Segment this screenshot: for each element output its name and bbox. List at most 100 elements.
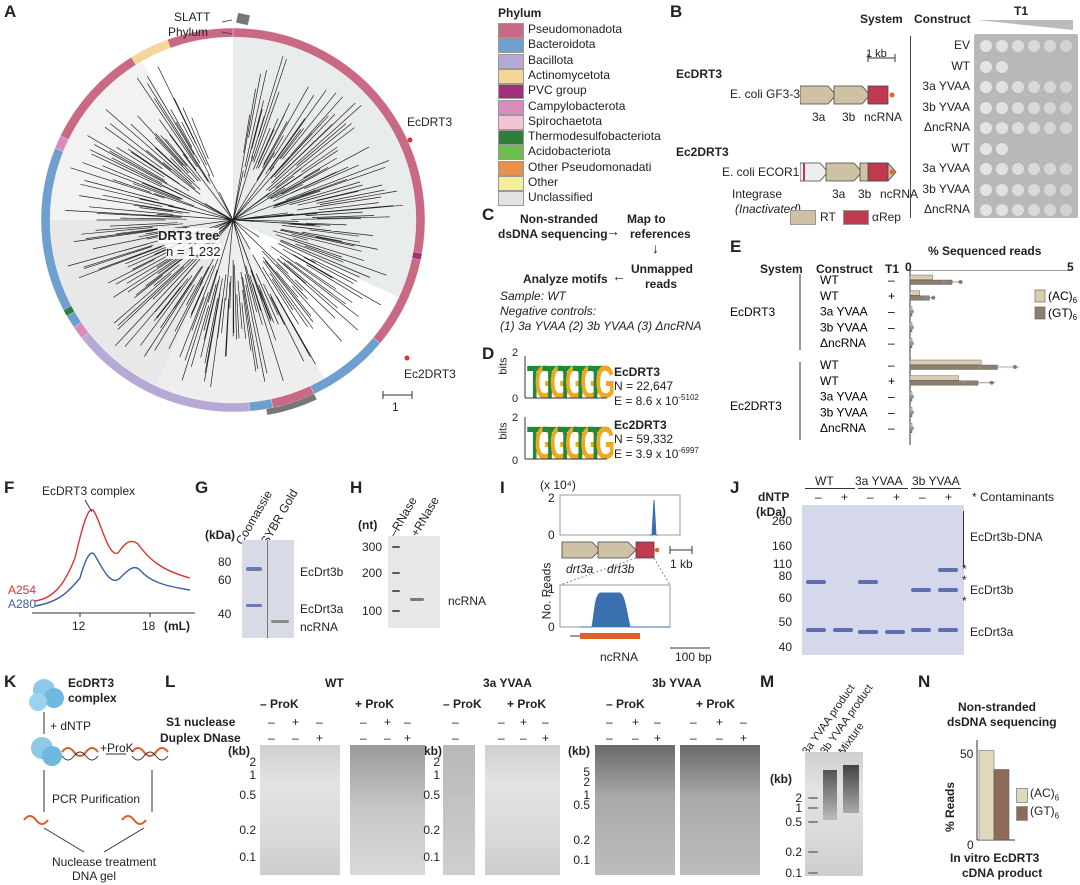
l-ladder3-2: 1 xyxy=(583,788,590,802)
e-bar-gt-0 xyxy=(909,279,953,285)
construct-8: ΔncRNA xyxy=(923,202,970,216)
gene-ncrna: ncRNA xyxy=(864,110,903,124)
e-row-t1-3: – xyxy=(888,320,895,334)
l-kb-3: (kb) xyxy=(568,744,590,758)
panel-h-label: H xyxy=(350,478,363,497)
k-pcr: PCR Purification xyxy=(52,792,141,806)
plate-spot xyxy=(1028,183,1040,196)
i-y2: 2 xyxy=(548,491,555,505)
l-pm-0-3: – xyxy=(360,715,367,729)
panel-e-label: E xyxy=(730,237,742,256)
slatt-label: SLATT xyxy=(174,10,211,24)
l-ladder2-3: 0.2 xyxy=(423,823,440,837)
logo-letter: T xyxy=(588,356,604,408)
g-band-3a: EcDrt3a xyxy=(300,602,344,616)
logo-letter: T xyxy=(557,356,573,408)
e-point xyxy=(910,341,914,346)
g-band-ncrna: ncRNA xyxy=(300,620,339,634)
e-point xyxy=(910,325,914,330)
ecdrt3-marker xyxy=(407,137,413,143)
plate-spot xyxy=(1012,183,1024,196)
e-row-construct-8: 3b YVAA xyxy=(820,405,868,419)
l-gel-yb-mprok xyxy=(595,745,675,875)
d-y0b: 0 xyxy=(512,455,519,467)
logo-letter: T xyxy=(573,417,589,469)
c-step1b: dsDNA sequencing xyxy=(498,227,608,241)
e-row-construct-5: WT xyxy=(820,358,839,372)
plate-spot xyxy=(1060,183,1072,196)
logo-letter: T xyxy=(588,417,604,469)
l-pm-0-13: – xyxy=(690,715,697,729)
m-ladder-0: 2 xyxy=(795,791,802,805)
e-row-construct-6: WT xyxy=(820,374,839,388)
l-gel-yb-pprok xyxy=(680,745,760,875)
j-dntp: dNTP xyxy=(758,490,790,504)
n-gt-legend: (GT)6 xyxy=(1030,804,1060,821)
c-step1: Non-stranded xyxy=(520,212,598,226)
read-coverage-plot xyxy=(559,494,710,649)
g-m40: 40 xyxy=(218,607,232,621)
l-pm-0-4: + xyxy=(384,715,392,729)
legend-swatch-6 xyxy=(498,114,524,130)
i-y1: 1 xyxy=(548,582,555,596)
l-pm-1-12: + xyxy=(654,731,662,745)
l-ladder3-3: 0.5 xyxy=(573,798,590,812)
ec2drt3-tree-label: Ec2DRT3 xyxy=(404,367,456,381)
plate-spot xyxy=(980,163,992,175)
workflow-diagram xyxy=(23,679,169,853)
logo-letter: T xyxy=(557,417,573,469)
c-step3: Unmapped xyxy=(631,262,694,276)
e-row-construct-2: 3a YVAA xyxy=(820,305,868,319)
logo-letter: T xyxy=(542,356,558,408)
e-row-t1-7: – xyxy=(888,390,895,404)
construct-2: 3a YVAA xyxy=(922,79,970,93)
legend-label-2: Bacillota xyxy=(528,52,574,67)
construct-1: WT xyxy=(951,58,970,73)
plate-spot xyxy=(1060,81,1072,93)
legend-label-3: Actinomycetota xyxy=(528,67,611,82)
j-band-6 xyxy=(911,588,931,592)
g-gel xyxy=(242,540,294,638)
n-bar-chart xyxy=(976,740,1015,841)
l-pm-1-14: – xyxy=(716,731,723,745)
legend-label-9: Other Pseudomonadati xyxy=(528,159,652,174)
plate-spot xyxy=(980,40,992,52)
e-construct-header: Construct xyxy=(816,262,873,276)
j-marker-1: 160 xyxy=(771,539,792,553)
c-sample: Sample: WT xyxy=(500,289,567,303)
e-point xyxy=(910,426,914,431)
e-row-t1-2: – xyxy=(888,305,895,319)
e-point xyxy=(941,280,946,284)
j-dntp-2: – xyxy=(867,490,874,504)
phylogenetic-tree xyxy=(40,12,426,415)
j-band-2 xyxy=(833,628,853,632)
g-band-3b: EcDrt3b xyxy=(300,565,344,579)
construct-3: 3b YVAA xyxy=(922,99,970,114)
l-gel-wt-pprok xyxy=(350,745,425,875)
j-band-4 xyxy=(858,630,878,634)
j-star-3: * xyxy=(962,594,967,608)
d-ec2-e: E = 3.9 x 10-6997 xyxy=(614,446,699,461)
j-band-7 xyxy=(911,628,931,632)
l-pm-1-7: – xyxy=(498,731,505,745)
j-marker-3: 80 xyxy=(778,569,792,583)
inactivated-label: (Inactivated) xyxy=(735,202,802,216)
e-legend-swatch-0 xyxy=(1034,289,1046,303)
e-row-construct-0: WT xyxy=(820,273,839,287)
l-pm-0-5: – xyxy=(404,715,411,729)
i-drt3a: drt3a xyxy=(566,562,594,576)
legend-label-6: Spirochaetota xyxy=(528,113,603,128)
logo-letter: T xyxy=(527,356,543,408)
legend-swatch-8 xyxy=(498,145,524,161)
e-bar-ac-1 xyxy=(909,290,920,296)
e-row-construct-7: 3a YVAA xyxy=(820,390,868,404)
tree-title: DRT3 tree xyxy=(158,228,220,243)
n-bar-gt xyxy=(993,769,1010,841)
j-dntp-0: – xyxy=(815,490,822,504)
l-pm-0-14: + xyxy=(716,715,724,729)
l-dd: Duplex DNase xyxy=(160,731,241,745)
j-dntp-5: + xyxy=(945,490,953,504)
e-point xyxy=(923,295,928,300)
logo-letter: G xyxy=(580,417,600,469)
